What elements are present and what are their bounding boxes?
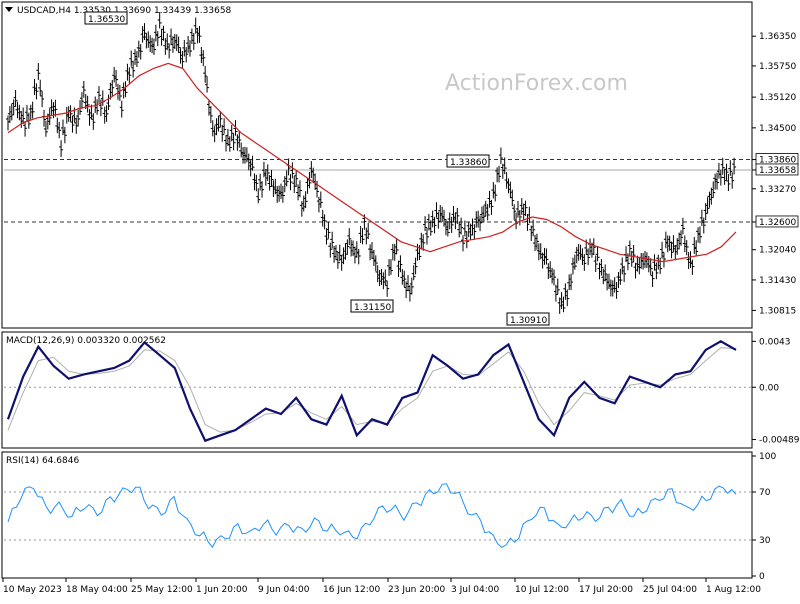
annotation-label-3: 1.30910 xyxy=(510,316,547,326)
y-tick-highlight xyxy=(755,215,799,228)
x-tick-label: 16 Jun 12:00 xyxy=(323,585,380,595)
x-tick-label: 18 May 04:00 xyxy=(66,585,128,595)
rsi-line xyxy=(7,483,737,549)
x-tick-label: 1 Aug 12:00 xyxy=(706,585,761,595)
y-tick-label: 1.33270 xyxy=(759,185,796,195)
watermark: ActionForex.com xyxy=(445,71,628,96)
y-tick-label: 1.35120 xyxy=(759,93,796,103)
x-tick-label: 23 Jun 20:00 xyxy=(388,585,445,595)
macd-tick-label: 0.0043 xyxy=(759,337,791,347)
rsi-tick-label: 100 xyxy=(759,452,776,462)
y-tick-label: 1.32600 xyxy=(759,218,796,228)
axes: 10 May 2023 18 May 04:00 25 May 12:00 1 Jun… xyxy=(2,578,761,595)
macd-title: MACD(12,26,9) 0.003320 0.002562 xyxy=(6,336,166,346)
price-title: USDCAD,H4 1.33530 1.33690 1.33439 1.3365… xyxy=(17,6,232,16)
rsi-tick-label: 30 xyxy=(759,536,771,546)
macd-series: 0.0043 0.00 -0.004895 xyxy=(4,337,800,446)
annotation-label-1: 1.33860 xyxy=(450,158,487,168)
y-tick-label: 1.36350 xyxy=(759,32,796,42)
x-tick-label: 25 May 12:00 xyxy=(131,585,193,595)
x-tick-label: 9 Jun 04:00 xyxy=(258,585,310,595)
symbol-dropdown-icon[interactable] xyxy=(5,7,13,12)
macd-panel xyxy=(1,331,753,449)
x-tick-label: 10 Jul 12:00 xyxy=(515,585,569,595)
y-tick-label: 1.31430 xyxy=(759,276,796,286)
annotation-label-0: 1.36530 xyxy=(88,15,125,25)
price-panel xyxy=(1,1,753,329)
macd-tick-label: -0.004895 xyxy=(759,436,800,446)
annotation-label-2: 1.31150 xyxy=(354,303,391,313)
rsi-tick-label: 70 xyxy=(759,488,771,498)
annotation-box-2 xyxy=(350,299,394,313)
macd-signal-line xyxy=(7,347,737,433)
y-tick-highlight xyxy=(755,163,799,176)
x-tick-label: 25 Jul 04:00 xyxy=(643,585,697,595)
x-tick-label: 1 Jun 20:00 xyxy=(196,585,248,595)
x-tick-label: 10 May 2023 xyxy=(3,585,62,595)
x-tick-label: 3 Jul 04:00 xyxy=(451,585,500,595)
price-series: 1.36530 1.33860 1.31150 1.30910 1.36350 1.357… xyxy=(4,11,799,326)
y-tick-label: 1.34500 xyxy=(759,124,796,134)
y-tick-label: 1.35750 xyxy=(759,62,796,72)
moving-average-line xyxy=(7,62,737,263)
x-tick-label: 17 Jul 20:00 xyxy=(579,585,633,595)
annotation-box-1 xyxy=(446,154,490,168)
rsi-series: 100 70 30 0 xyxy=(4,452,776,582)
annotation-box-3 xyxy=(506,312,550,326)
y-tick-label: 1.33658 xyxy=(759,166,796,176)
rsi-title: RSI(14) 64.6846 xyxy=(6,456,79,466)
y-tick-label: 1.33860 xyxy=(759,156,796,166)
macd-main-line xyxy=(6,340,737,443)
macd-tick-label: 0.00 xyxy=(759,383,779,393)
y-tick-label: 1.30815 xyxy=(759,306,796,316)
annotation-box-0 xyxy=(84,11,128,25)
rsi-tick-label: 0 xyxy=(759,572,765,582)
rsi-panel xyxy=(1,451,753,579)
y-tick-label: 1.32040 xyxy=(759,246,796,256)
